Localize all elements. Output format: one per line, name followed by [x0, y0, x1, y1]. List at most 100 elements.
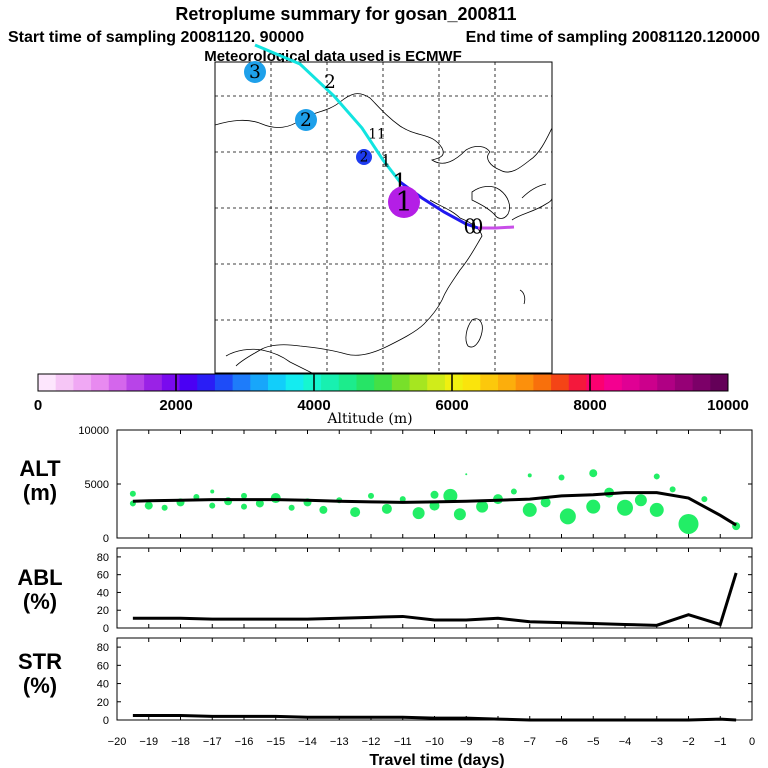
colorbar-cell [710, 374, 729, 391]
panel-frame [116, 429, 753, 539]
colorbar-cell [657, 374, 676, 391]
x-tick-label: −1 [714, 736, 727, 748]
abl-panel: ABL(%) 0 20 40 60 80 [17, 547, 753, 635]
x-tick-label: −12 [362, 736, 381, 748]
colorbar-frame [37, 373, 729, 392]
map-location-marker [295, 109, 317, 131]
plume-dot [589, 469, 598, 478]
x-tick-label: −11 [394, 736, 412, 748]
colorbar-cell [55, 374, 74, 391]
plume-dot [255, 499, 264, 508]
plume-dot [350, 507, 361, 518]
plume-dot [288, 504, 295, 511]
x-tick-label: −2 [682, 736, 695, 748]
colorbar-cell [586, 374, 605, 391]
colorbar-cell [91, 374, 110, 391]
y-tick-label: 40 [97, 679, 109, 691]
plume-dot [210, 489, 215, 494]
colorbar-cell [374, 374, 393, 391]
plume-dot [443, 488, 458, 503]
map-location-marker [356, 149, 372, 165]
str-panel: STR(%) 0 20 40 60 80 [18, 637, 753, 727]
plume-dot [209, 502, 216, 509]
x-axis-label: Travel time (days) [369, 752, 504, 768]
plume-dot [399, 496, 406, 503]
plume-dot [586, 499, 601, 514]
plume-dot [653, 473, 660, 480]
colorbar-label: Altitude (m) [326, 411, 412, 427]
chart-title: Retroplume summary for gosan_200811 [175, 4, 516, 24]
plume-dot [527, 473, 532, 478]
plume-dot [678, 513, 699, 534]
plume-dot [465, 473, 468, 476]
y-tick-label: 10000 [78, 425, 109, 437]
colorbar-cell [409, 374, 428, 391]
plume-dot [649, 502, 664, 517]
x-tick-label: −14 [298, 736, 317, 748]
alt-panel: ALT(m) 0 5000 10000 [19, 425, 753, 545]
colorbar-tick-label: 2000 [159, 397, 192, 414]
x-tick-label: −16 [235, 736, 254, 748]
x-tick-label: −4 [619, 736, 632, 748]
map-day-label: 2 [324, 72, 336, 93]
colorbar-cell [356, 374, 375, 391]
y-tick-label: 0 [103, 715, 109, 727]
colorbar-cell [480, 374, 499, 391]
plume-dot [241, 503, 247, 510]
colorbar-cell [674, 374, 694, 391]
trajectory-path-upper [254, 43, 402, 183]
map-coastlines [215, 93, 552, 373]
colorbar-cell [285, 374, 304, 391]
y-tick-label: 80 [97, 552, 109, 564]
y-tick-label: 80 [97, 642, 109, 654]
colorbar-cell [498, 374, 517, 391]
plume-dot [701, 496, 708, 503]
colorbar-tick-label: 8000 [573, 397, 606, 414]
x-tick-label: −8 [492, 736, 505, 748]
x-tick-labels: −20 −19 −18 −17 −16 −15 −14 −13 −12 −11 −10 −9 −8 −7−… [108, 736, 755, 748]
plume-dot [559, 508, 576, 525]
panel-yunit: (%) [23, 589, 57, 614]
plume-dot [669, 486, 676, 493]
colorbar-tick-label: 10000 [707, 397, 749, 414]
map-day-label: 2 [300, 110, 312, 131]
altitude-colorbar: 0 2000 4000 6000 8000 10000 Altitude (m) [34, 373, 749, 427]
map-location-marker [388, 186, 420, 218]
panel-yunit: (m) [23, 480, 57, 505]
colorbar-cell [232, 374, 251, 391]
plume-dot [522, 502, 537, 517]
panel-ylabel: STR [18, 649, 62, 674]
panel-ylabel: ALT [19, 456, 61, 481]
colorbar-cell [533, 374, 552, 391]
colorbar-cell [303, 374, 322, 391]
map-day-label: 11 [368, 126, 385, 142]
colorbar-cell [250, 374, 269, 391]
alt-series-line [132, 491, 737, 527]
colorbar-cell [161, 374, 181, 391]
plume-dot [144, 501, 153, 510]
y-tick-label: 0 [103, 623, 109, 635]
panel-frame [116, 547, 753, 629]
x-tick-label: −17 [203, 736, 222, 748]
colorbar-cell [321, 374, 340, 391]
y-tick-label: 60 [97, 570, 109, 582]
map-location-marker [244, 61, 266, 83]
x-tick-label: −15 [266, 736, 285, 748]
map-day-label: 1 [382, 152, 391, 168]
map-day-label: 0 [471, 215, 484, 239]
x-tick-label: −3 [650, 736, 663, 748]
colorbar-cell [462, 374, 481, 391]
colorbar-cell [515, 374, 534, 391]
x-tick-label: −18 [171, 736, 190, 748]
map-day-label: 3 [249, 62, 261, 83]
plume-dot [368, 492, 374, 499]
map-day-label: 0 [464, 215, 477, 239]
colorbar-cell [568, 374, 587, 391]
plume-dot [412, 507, 425, 520]
panel-frame [116, 637, 753, 721]
colorbar-cell [551, 374, 570, 391]
plume-dot [319, 505, 328, 514]
plume-dot [617, 499, 633, 516]
